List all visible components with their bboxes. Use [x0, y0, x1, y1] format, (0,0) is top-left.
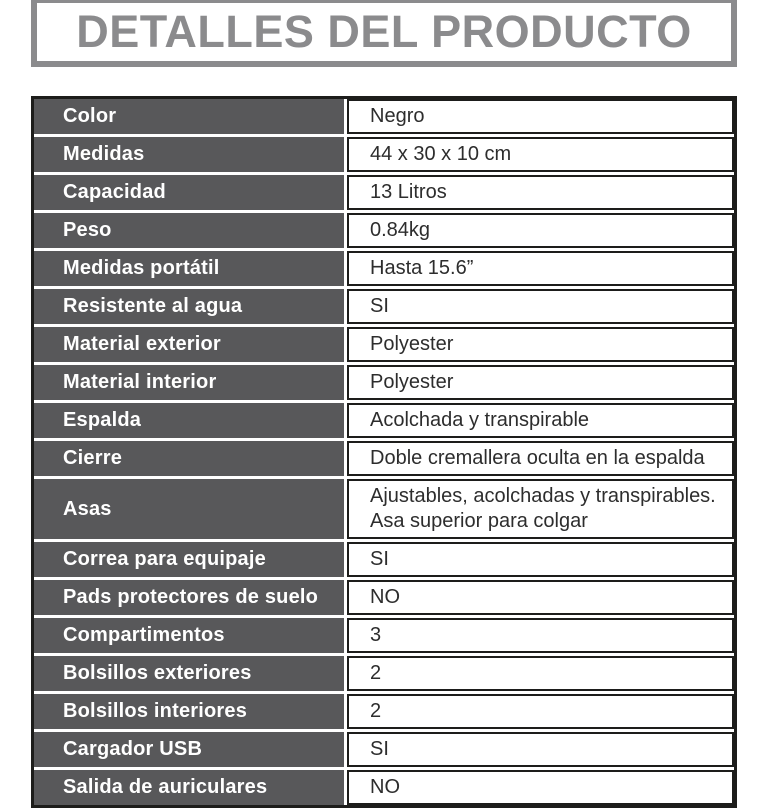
spec-label: Cierre [34, 441, 344, 476]
spec-value: SI [347, 732, 734, 767]
spec-value: Negro [347, 99, 734, 134]
table-row: Salida de auriculares NO [34, 770, 734, 805]
spec-label: Compartimentos [34, 618, 344, 653]
spec-value: Doble cremallera oculta en la espalda [347, 441, 734, 476]
spec-value: 2 [347, 694, 734, 729]
table-row: Material interior Polyester [34, 365, 734, 400]
spec-label: Correa para equipaje [34, 542, 344, 577]
spec-value: Polyester [347, 327, 734, 362]
table-row: Medidas 44 x 30 x 10 cm [34, 137, 734, 172]
table-row: Asas Ajustables, acolchadas y transpirab… [34, 479, 734, 539]
spec-value: NO [347, 580, 734, 615]
table-row: Material exterior Polyester [34, 327, 734, 362]
spec-value: NO [347, 770, 734, 805]
table-row: Compartimentos 3 [34, 618, 734, 653]
table-row: Resistente al agua SI [34, 289, 734, 324]
spec-value: Acolchada y transpirable [347, 403, 734, 438]
spec-label: Medidas [34, 137, 344, 172]
table-row: Bolsillos exteriores 2 [34, 656, 734, 691]
spec-label: Peso [34, 213, 344, 248]
spec-label: Medidas portátil [34, 251, 344, 286]
spec-value: SI [347, 542, 734, 577]
table-row: Correa para equipaje SI [34, 542, 734, 577]
table-row: Cierre Doble cremallera oculta en la esp… [34, 441, 734, 476]
title-frame: DETALLES DEL PRODUCTO [31, 0, 737, 67]
page-title: DETALLES DEL PRODUCTO [76, 6, 692, 57]
table-row: Pads protectores de suelo NO [34, 580, 734, 615]
table-row: Color Negro [34, 99, 734, 134]
spec-label: Material interior [34, 365, 344, 400]
spec-label: Salida de auriculares [34, 770, 344, 805]
spec-label: Pads protectores de suelo [34, 580, 344, 615]
spec-value: 0.84kg [347, 213, 734, 248]
table-row: Cargador USB SI [34, 732, 734, 767]
spec-value: SI [347, 289, 734, 324]
spec-value: Ajustables, acolchadas y transpirables. … [347, 479, 734, 539]
spec-value: 13 Litros [347, 175, 734, 210]
spec-label: Bolsillos interiores [34, 694, 344, 729]
spec-label: Color [34, 99, 344, 134]
spec-label: Capacidad [34, 175, 344, 210]
spec-value: 2 [347, 656, 734, 691]
spec-label: Cargador USB [34, 732, 344, 767]
spec-value: 44 x 30 x 10 cm [347, 137, 734, 172]
product-spec-table: Color Negro Medidas 44 x 30 x 10 cm Capa… [31, 96, 737, 808]
spec-value: Hasta 15.6” [347, 251, 734, 286]
table-row: Bolsillos interiores 2 [34, 694, 734, 729]
table-row: Peso 0.84kg [34, 213, 734, 248]
table-row: Capacidad 13 Litros [34, 175, 734, 210]
spec-value: 3 [347, 618, 734, 653]
table-row: Espalda Acolchada y transpirable [34, 403, 734, 438]
spec-value: Polyester [347, 365, 734, 400]
spec-label: Bolsillos exteriores [34, 656, 344, 691]
spec-label: Resistente al agua [34, 289, 344, 324]
table-row: Medidas portátil Hasta 15.6” [34, 251, 734, 286]
spec-label: Material exterior [34, 327, 344, 362]
spec-label: Asas [34, 479, 344, 539]
spec-label: Espalda [34, 403, 344, 438]
